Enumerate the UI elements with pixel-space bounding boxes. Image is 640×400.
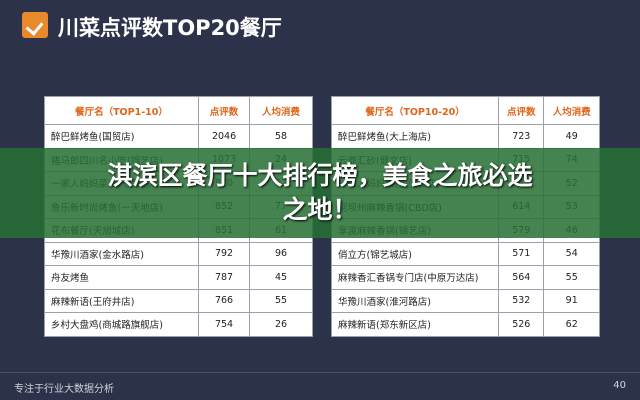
table-row: 麻辣香汇香锅专门店(中原万达店) 564 55 [330,265,600,290]
column-header: 点评数 [197,96,251,125]
restaurant-name: 醉巴鲜烤鱼(国贸店) [44,124,199,149]
review-count: 571 [498,241,545,266]
banner-text: 淇滨区餐厅十大排行榜，美食之旅必选之地！ [107,161,533,224]
review-count: 723 [498,124,545,149]
table-row: 醉巴鲜烤鱼(国贸店) 2046 58 [44,124,313,149]
page-number: 40 [613,380,626,391]
restaurant-name: 麻辣新语(王府井店) [44,288,199,313]
avg-price: 91 [543,288,600,313]
table-row: 麻辣新语(郑东新区店) 526 62 [330,312,600,337]
restaurant-name: 麻辣新语(郑东新区店) [330,312,500,337]
header-row: 餐厅名（TOP1-10） 点评数 人均消费 [44,96,313,125]
restaurant-name: 华豫川酒家(金水路店) [44,241,199,266]
restaurant-name: 舟友烤鱼 [44,265,199,290]
restaurant-name: 醉巴鲜烤鱼(大上海店) [330,124,500,149]
avg-price: 96 [249,241,313,266]
restaurant-name: 华豫川酒家(淮河路店) [330,288,500,313]
avg-price: 26 [249,312,313,337]
table-row: 华豫川酒家(金水路店) 792 96 [44,241,313,266]
review-count: 526 [498,312,545,337]
review-count: 766 [197,288,251,313]
footer-line [0,372,640,373]
title-icon [22,12,48,38]
restaurant-name: 麻辣香汇香锅专门店(中原万达店) [330,265,500,290]
review-count: 787 [197,265,251,290]
table-row: 俏立方(锦艺城店) 571 54 [330,241,600,266]
restaurant-name: 俏立方(锦艺城店) [330,241,500,266]
avg-price: 45 [249,265,313,290]
column-header: 餐厅名（TOP1-10） [44,96,199,125]
review-count: 792 [197,241,251,266]
avg-price: 49 [543,124,600,149]
table-row: 醉巴鲜烤鱼(大上海店) 723 49 [330,124,600,149]
column-header: 点评数 [498,96,545,125]
avg-price: 55 [249,288,313,313]
column-header: 人均消费 [543,96,600,125]
banner: 淇滨区餐厅十大排行榜，美食之旅必选之地！ [0,148,640,238]
column-header: 餐厅名（TOP10-20） [330,96,500,125]
restaurant-name: 乡村大盘鸡(商城路旗舰店) [44,312,199,337]
review-count: 564 [498,265,545,290]
review-count: 754 [197,312,251,337]
avg-price: 54 [543,241,600,266]
column-header: 人均消费 [249,96,313,125]
header-row: 餐厅名（TOP10-20） 点评数 人均消费 [330,96,600,125]
avg-price: 58 [249,124,313,149]
review-count: 2046 [197,124,251,149]
table-row: 舟友烤鱼 787 45 [44,265,313,290]
avg-price: 62 [543,312,600,337]
table-row: 乡村大盘鸡(商城路旗舰店) 754 26 [44,312,313,337]
table-row: 麻辣新语(王府井店) 766 55 [44,288,313,313]
review-count: 532 [498,288,545,313]
table-row: 华豫川酒家(淮河路店) 532 91 [330,288,600,313]
avg-price: 55 [543,265,600,290]
title: 川菜点评数TOP20餐厅 [58,16,282,40]
footer-text: 专注于行业大数据分析 [14,384,114,395]
